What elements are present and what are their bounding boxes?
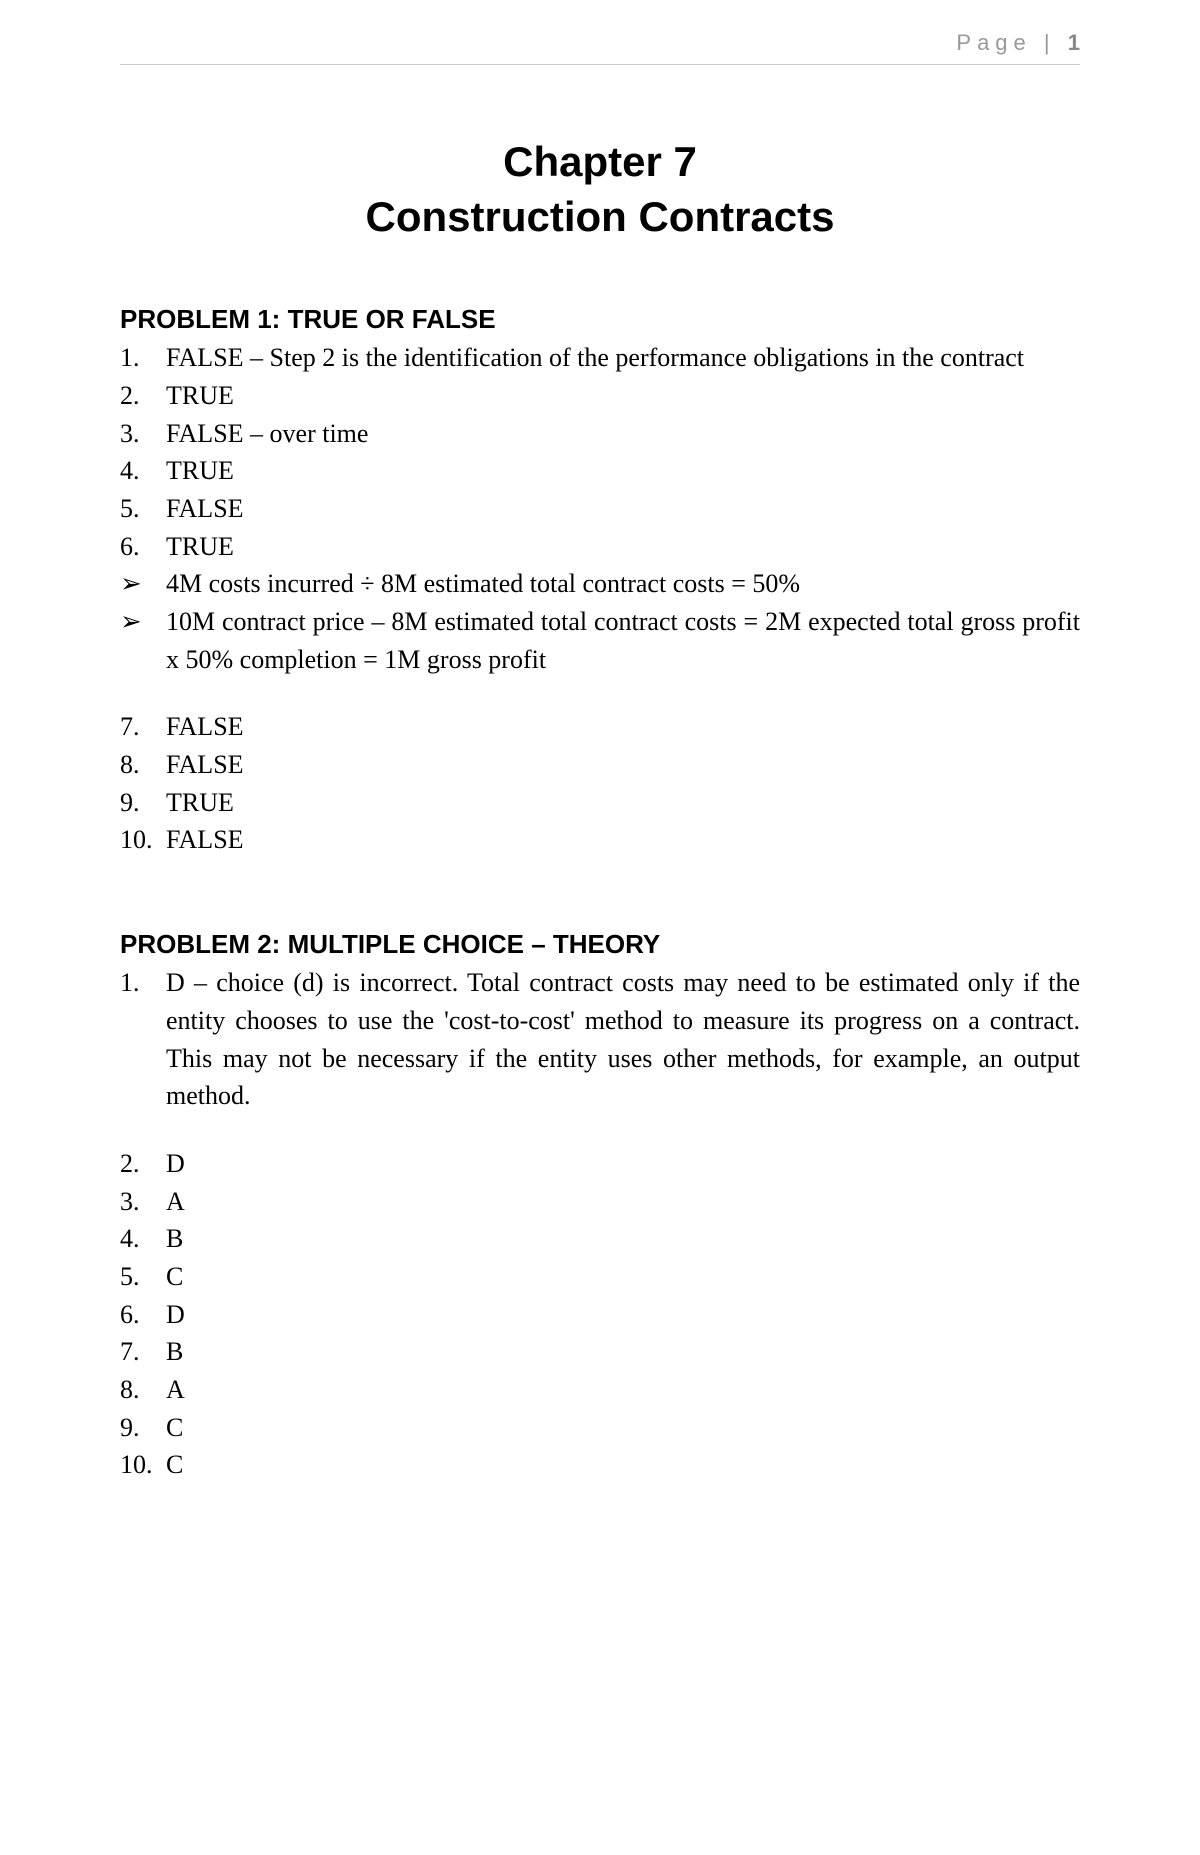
item-number: 7. [120,708,166,746]
problem1-bullets: ➢4M costs incurred ÷ 8M estimated total … [120,565,1080,678]
item-number: 9. [120,784,166,822]
item-number: 4. [120,1220,166,1258]
item-text: D [166,1145,1080,1183]
arrow-bullet-icon: ➢ [120,603,166,641]
item-number: 2. [120,1145,166,1183]
problem1-list2: 7.FALSE8.FALSE9.TRUE10.FALSE [120,708,1080,859]
problem1-heading: PROBLEM 1: TRUE OR FALSE [120,304,1080,335]
list-item: 7.FALSE [120,708,1080,746]
list-item: 4.B [120,1220,1080,1258]
item-text: D – choice (d) is incorrect. Total contr… [166,964,1080,1115]
chapter-title: Chapter 7 Construction Contracts [120,135,1080,244]
list-item: 10.C [120,1446,1080,1484]
problem2-list: 1.D – choice (d) is incorrect. Total con… [120,964,1080,1115]
item-number: 10. [120,821,166,859]
list-item: 6.TRUE [120,528,1080,566]
list-item: 3.A [120,1183,1080,1221]
page-header: Page | 1 [120,30,1080,65]
page-label: Page [956,30,1031,55]
list-item: 2.D [120,1145,1080,1183]
problem1-list: 1.FALSE – Step 2 is the identification o… [120,339,1080,565]
item-text: D [166,1296,1080,1334]
item-text: FALSE [166,708,1080,746]
item-text: B [166,1333,1080,1371]
item-text: TRUE [166,452,1080,490]
list-item: 7.B [120,1333,1080,1371]
list-item: 2.TRUE [120,377,1080,415]
list-item: 5.C [120,1258,1080,1296]
chapter-line1: Chapter 7 [120,135,1080,190]
item-number: 1. [120,964,166,1002]
page-separator: | [1044,30,1056,55]
item-number: 10. [120,1446,166,1484]
item-text: TRUE [166,528,1080,566]
list-item: 8.A [120,1371,1080,1409]
item-text: C [166,1446,1080,1484]
list-item: 1.FALSE – Step 2 is the identification o… [120,339,1080,377]
item-text: C [166,1258,1080,1296]
item-text: FALSE – over time [166,415,1080,453]
bullet-text: 4M costs incurred ÷ 8M estimated total c… [166,565,1080,603]
list-item: 3.FALSE – over time [120,415,1080,453]
item-number: 6. [120,1296,166,1334]
problem2-heading: PROBLEM 2: MULTIPLE CHOICE – THEORY [120,929,1080,960]
list-item: 9.TRUE [120,784,1080,822]
item-number: 3. [120,415,166,453]
item-number: 1. [120,339,166,377]
item-number: 8. [120,746,166,784]
item-text: FALSE – Step 2 is the identification of … [166,339,1080,377]
bullet-item: ➢4M costs incurred ÷ 8M estimated total … [120,565,1080,603]
chapter-line2: Construction Contracts [120,190,1080,245]
bullet-item: ➢10M contract price – 8M estimated total… [120,603,1080,678]
list-item: 8.FALSE [120,746,1080,784]
page-number: 1 [1068,30,1080,55]
item-text: FALSE [166,746,1080,784]
item-text: FALSE [166,821,1080,859]
item-text: A [166,1371,1080,1409]
item-number: 4. [120,452,166,490]
item-number: 3. [120,1183,166,1221]
item-text: B [166,1220,1080,1258]
list-item: 6.D [120,1296,1080,1334]
problem2-list2: 2.D3.A4.B5.C6.D7.B8.A9.C10.C [120,1145,1080,1484]
item-text: TRUE [166,784,1080,822]
item-number: 9. [120,1409,166,1447]
item-number: 5. [120,490,166,528]
item-number: 2. [120,377,166,415]
item-number: 5. [120,1258,166,1296]
item-text: TRUE [166,377,1080,415]
bullet-text: 10M contract price – 8M estimated total … [166,603,1080,678]
list-item: 4.TRUE [120,452,1080,490]
list-item: 10.FALSE [120,821,1080,859]
arrow-bullet-icon: ➢ [120,565,166,603]
list-item: 5.FALSE [120,490,1080,528]
item-text: FALSE [166,490,1080,528]
item-number: 7. [120,1333,166,1371]
list-item: 1.D – choice (d) is incorrect. Total con… [120,964,1080,1115]
list-item: 9.C [120,1409,1080,1447]
item-number: 8. [120,1371,166,1409]
item-number: 6. [120,528,166,566]
item-text: A [166,1183,1080,1221]
item-text: C [166,1409,1080,1447]
